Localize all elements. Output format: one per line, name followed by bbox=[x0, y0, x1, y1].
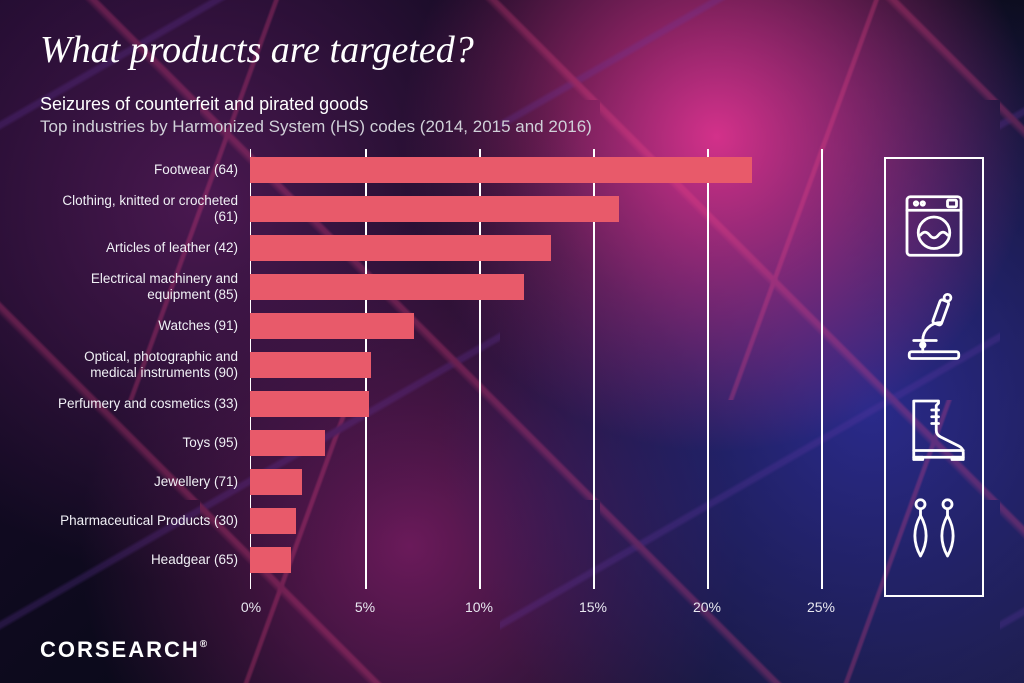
bar-row: Perfumery and cosmetics (33) bbox=[40, 391, 860, 417]
bar bbox=[250, 274, 524, 300]
bar bbox=[250, 469, 302, 495]
bar bbox=[250, 430, 325, 456]
x-tick-label: 25% bbox=[807, 599, 835, 615]
bar bbox=[250, 235, 551, 261]
washer-icon bbox=[898, 190, 970, 262]
bar-label: Electrical machinery and equipment (85) bbox=[50, 271, 250, 303]
bar-row: Clothing, knitted or crocheted (61) bbox=[40, 196, 860, 222]
bar-label: Pharmaceutical Products (30) bbox=[60, 513, 250, 529]
content-root: What products are targeted? Seizures of … bbox=[0, 0, 1024, 683]
bar-label: Headgear (65) bbox=[151, 552, 250, 568]
bar-row: Toys (95) bbox=[40, 430, 860, 456]
brand-mark: ® bbox=[200, 639, 209, 650]
bar bbox=[250, 313, 414, 339]
bar-chart: 0% 5% 10% 15% 20% 25% Footwear (64) Clothing, … bbox=[40, 149, 860, 619]
bar bbox=[250, 547, 291, 573]
bar-label: Clothing, knitted or crocheted (61) bbox=[50, 193, 250, 225]
bar bbox=[250, 157, 752, 183]
bar-row: Optical, photographic and medical instru… bbox=[40, 352, 860, 378]
bar-label: Jewellery (71) bbox=[154, 474, 250, 490]
bar bbox=[250, 391, 369, 417]
bar-row: Articles of leather (42) bbox=[40, 235, 860, 261]
x-tick-label: 20% bbox=[693, 599, 721, 615]
earrings-icon bbox=[898, 493, 970, 565]
brand-text: CORSEARCH bbox=[40, 637, 200, 662]
boot-icon bbox=[898, 392, 970, 464]
bar-row: Jewellery (71) bbox=[40, 469, 860, 495]
bar-label: Articles of leather (42) bbox=[106, 240, 250, 256]
bar-label: Watches (91) bbox=[158, 318, 250, 334]
subtitle-primary: Seizures of counterfeit and pirated good… bbox=[40, 94, 984, 115]
bar bbox=[250, 352, 371, 378]
brand-logo: CORSEARCH® bbox=[40, 637, 209, 663]
bar-row: Electrical machinery and equipment (85) bbox=[40, 274, 860, 300]
x-tick-label: 10% bbox=[465, 599, 493, 615]
bar-row: Footwear (64) bbox=[40, 157, 860, 183]
bar-label: Toys (95) bbox=[182, 435, 250, 451]
bar-row: Headgear (65) bbox=[40, 547, 860, 573]
microscope-icon bbox=[898, 291, 970, 363]
bar bbox=[250, 196, 619, 222]
bar-row: Watches (91) bbox=[40, 313, 860, 339]
icon-panel bbox=[884, 157, 984, 597]
bar-label: Optical, photographic and medical instru… bbox=[50, 349, 250, 381]
x-tick-label: 15% bbox=[579, 599, 607, 615]
main-row: 0% 5% 10% 15% 20% 25% Footwear (64) Clothing, … bbox=[40, 149, 984, 619]
bar-label: Perfumery and cosmetics (33) bbox=[58, 396, 250, 412]
bar-label: Footwear (64) bbox=[154, 162, 250, 178]
page-title: What products are targeted? bbox=[40, 28, 984, 72]
x-tick-label: 5% bbox=[355, 599, 375, 615]
subtitle-secondary: Top industries by Harmonized System (HS)… bbox=[40, 117, 984, 137]
bar bbox=[250, 508, 296, 534]
bar-row: Pharmaceutical Products (30) bbox=[40, 508, 860, 534]
x-tick-label: 0% bbox=[241, 599, 261, 615]
